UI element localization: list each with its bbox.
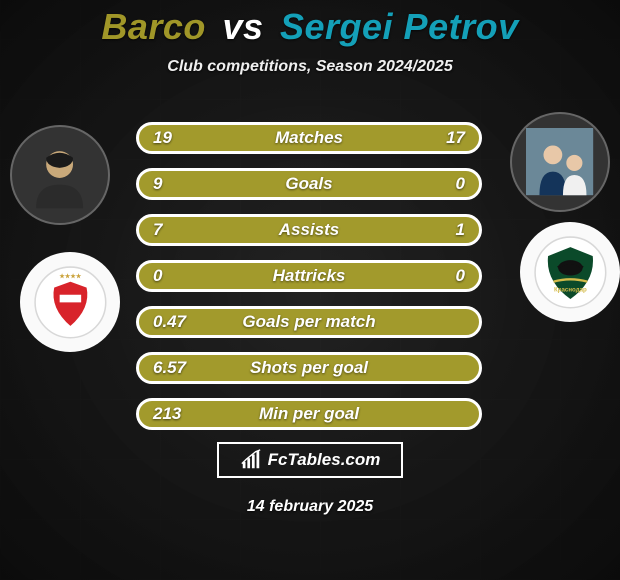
stat-row-hattricks: 0 Hattricks 0 bbox=[136, 260, 482, 292]
stat-left-value: 6.57 bbox=[153, 358, 193, 378]
brand-text: FcTables.com bbox=[268, 450, 381, 470]
brand-logo: FcTables.com bbox=[217, 442, 403, 478]
stat-row-shots-per-goal: 6.57 Shots per goal bbox=[136, 352, 482, 384]
stat-row-goals-per-match: 0.47 Goals per match bbox=[136, 306, 482, 338]
stat-left-value: 0 bbox=[153, 266, 193, 286]
player2-team-crest: Краснодар bbox=[520, 222, 620, 322]
person-icon bbox=[526, 128, 593, 195]
title-player2: Sergei Petrov bbox=[280, 6, 519, 47]
stat-left-value: 213 bbox=[153, 404, 193, 424]
stat-right-value: 0 bbox=[425, 174, 465, 194]
shield-icon: Краснодар bbox=[532, 234, 609, 311]
svg-text:Краснодар: Краснодар bbox=[554, 286, 587, 293]
stats-list: 19 Matches 17 9 Goals 0 7 Assists 1 0 Ha… bbox=[136, 122, 482, 444]
shield-icon: ★★★★ bbox=[32, 264, 109, 341]
stat-row-matches: 19 Matches 17 bbox=[136, 122, 482, 154]
stat-left-value: 9 bbox=[153, 174, 193, 194]
date: 14 february 2025 bbox=[0, 498, 620, 516]
subtitle: Club competitions, Season 2024/2025 bbox=[0, 58, 620, 76]
player1-team-crest: ★★★★ bbox=[20, 252, 120, 352]
stat-right-value: 17 bbox=[425, 128, 465, 148]
player1-avatar bbox=[10, 125, 110, 225]
stat-right-value: 1 bbox=[425, 220, 465, 240]
person-icon bbox=[26, 141, 93, 208]
svg-text:★★★★: ★★★★ bbox=[58, 272, 81, 279]
page-title: Barco vs Sergei Petrov bbox=[0, 0, 620, 48]
player2-avatar bbox=[510, 112, 610, 212]
title-player1: Barco bbox=[101, 6, 206, 47]
stat-left-value: 0.47 bbox=[153, 312, 193, 332]
stat-left-value: 7 bbox=[153, 220, 193, 240]
stat-row-min-per-goal: 213 Min per goal bbox=[136, 398, 482, 430]
stat-row-goals: 9 Goals 0 bbox=[136, 168, 482, 200]
title-vs: vs bbox=[222, 6, 263, 47]
main-container: Barco vs Sergei Petrov Club competitions… bbox=[0, 0, 620, 580]
stat-row-assists: 7 Assists 1 bbox=[136, 214, 482, 246]
stat-left-value: 19 bbox=[153, 128, 193, 148]
stat-right-value: 0 bbox=[425, 266, 465, 286]
barchart-icon bbox=[240, 449, 262, 471]
